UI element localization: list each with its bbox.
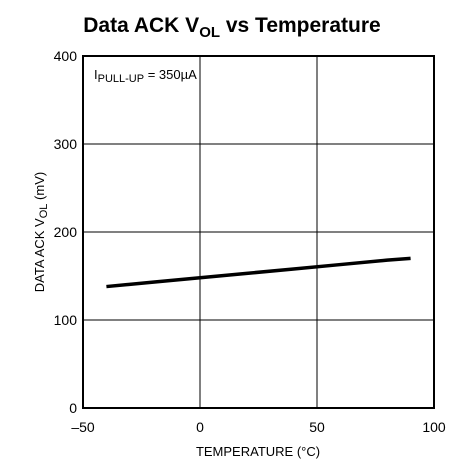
x-tick-label: 0 (196, 419, 204, 435)
y-axis-label: DATA ACK VOL (mV) (32, 172, 50, 292)
annotation-rest: = 350µA (144, 67, 197, 82)
title-main: Data ACK V (83, 14, 199, 37)
annotation-main: I (94, 67, 98, 82)
title-subscript: OL (199, 24, 220, 41)
y-tick-label: 200 (54, 224, 78, 240)
y-axis-label-subscript: OL (38, 204, 50, 219)
x-tick-labels: –50 0 50 100 (71, 419, 446, 435)
plot-frame (82, 55, 435, 409)
y-tick-label: 100 (54, 312, 78, 328)
chart-title: Data ACK VOL vs Temperature (83, 14, 380, 41)
plot-area (82, 55, 435, 409)
x-tick-label: 100 (422, 419, 446, 435)
x-axis-label: TEMPERATURE (°C) (196, 444, 320, 459)
x-tick-label: 50 (309, 419, 325, 435)
title-rest: vs Temperature (220, 14, 381, 37)
y-tick-label: 0 (69, 400, 77, 416)
annotation-subscript: PULL-UP (98, 73, 144, 85)
x-tick-label: –50 (71, 419, 95, 435)
y-tick-label: 300 (54, 136, 78, 152)
series-group (106, 256, 411, 289)
grid-lines (83, 56, 434, 408)
series-line (106, 256, 411, 289)
y-axis-label-rest: (mV) (32, 172, 47, 204)
y-tick-label: 400 (54, 48, 78, 64)
y-axis-label-main: DATA ACK V (32, 218, 47, 292)
y-tick-labels: 0 100 200 300 400 (54, 48, 78, 416)
annotation: IPULL-UP = 350µA (94, 67, 197, 85)
